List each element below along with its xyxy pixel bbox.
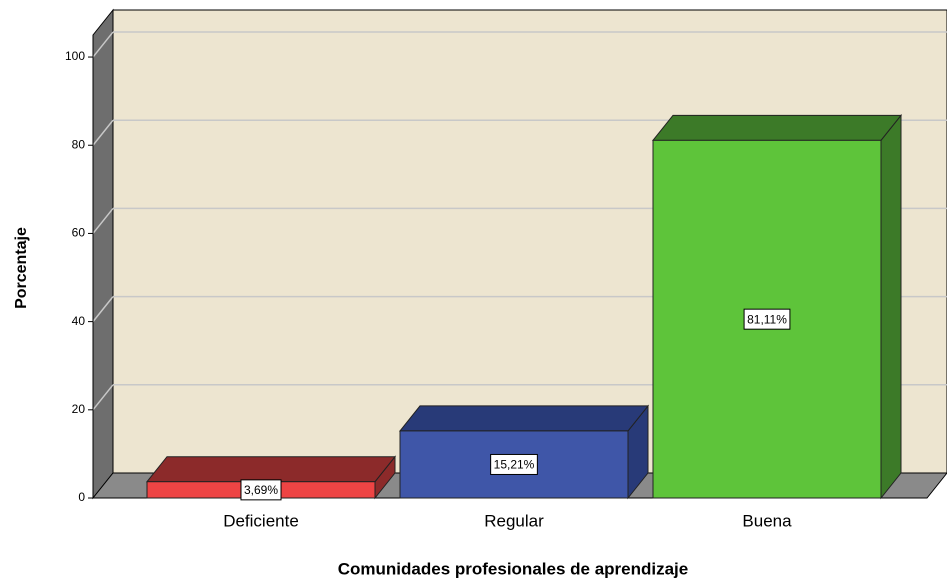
grid-line xyxy=(92,119,114,146)
grid-line xyxy=(92,296,114,323)
y-tick-label: 60 xyxy=(72,226,86,240)
bar-side xyxy=(880,113,902,500)
x-tick-label: Regular xyxy=(484,511,544,530)
value-label-box xyxy=(490,453,538,475)
grid-line xyxy=(92,31,114,58)
value-label-box xyxy=(743,308,791,330)
bar-top xyxy=(145,456,397,483)
value-label: 3,69% xyxy=(244,483,278,497)
value-label: 81,11% xyxy=(747,312,787,326)
x-axis-title: Comunidades profesionales de aprendizaje xyxy=(338,559,688,578)
y-tick-label: 40 xyxy=(72,314,86,328)
bar-top xyxy=(651,114,903,141)
y-axis-title: Porcentaje xyxy=(13,227,30,309)
bar-top xyxy=(398,405,650,432)
y-tick-label: 20 xyxy=(72,402,86,416)
value-label-box xyxy=(240,479,282,501)
y-tick-label: 0 xyxy=(78,490,85,504)
grid-line xyxy=(92,207,114,234)
grid-line xyxy=(92,384,114,411)
left-wall xyxy=(92,8,114,500)
value-label: 15,21% xyxy=(494,458,535,472)
y-tick-label: 100 xyxy=(65,49,85,63)
x-tick-label: Deficiente xyxy=(223,511,299,530)
y-tick-label: 80 xyxy=(72,137,86,151)
x-tick-label: Buena xyxy=(742,511,792,530)
